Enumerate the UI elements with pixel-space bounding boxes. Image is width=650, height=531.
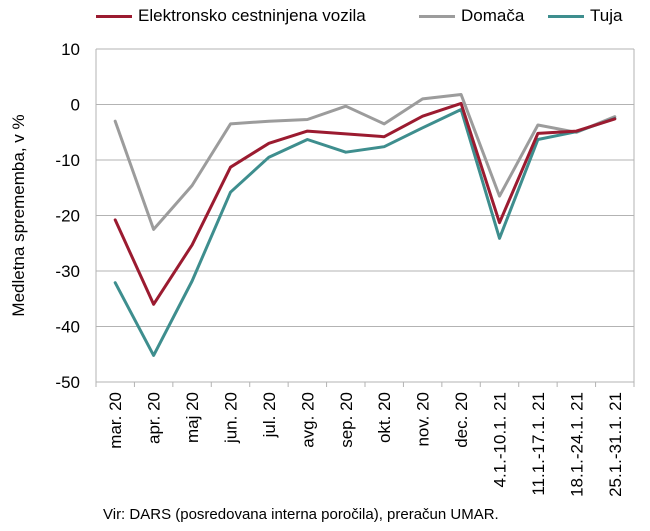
legend-label-domaca: Domača (461, 6, 525, 25)
x-tick-label: jun. 20 (222, 392, 241, 444)
y-tick-label: 10 (61, 40, 80, 59)
legend-swatch-tuja (548, 14, 584, 18)
legend-label-tuja: Tuja (590, 6, 623, 25)
y-tick-label: -10 (55, 151, 80, 170)
series-line-2 (113, 108, 617, 357)
y-axis-title: Medletna sprememba, v % (9, 114, 28, 316)
legend-swatch-domaca (419, 14, 455, 18)
x-tick-label: sep. 20 (337, 392, 356, 448)
y-tick-label: -50 (55, 373, 80, 392)
series-line-0 (113, 101, 617, 306)
source-note: Vir: DARS (posredovana interna poročila)… (103, 506, 499, 523)
x-tick-label: avg. 20 (298, 392, 317, 448)
x-tick-label: nov. 20 (414, 392, 433, 447)
x-tick-label: 25.1.-31.1. 21 (606, 392, 625, 497)
x-tick-label: 18.1.-24.1. 21 (567, 392, 586, 497)
series-line-1 (113, 93, 617, 231)
x-tick-label: 11.1.-17.1. 21 (529, 392, 548, 496)
legend-item-domaca: Domača (419, 4, 524, 28)
x-tick-label: mar. 20 (106, 392, 125, 449)
legend-swatch-elektronsko (96, 14, 132, 18)
x-tick-label: jul. 20 (260, 392, 279, 438)
x-tick-label: maj 20 (183, 392, 202, 443)
legend-item-elektronsko: Elektronsko cestninjena vozila (96, 4, 366, 28)
x-tick-label: apr. 20 (145, 392, 164, 444)
y-tick-label: -40 (55, 318, 80, 337)
legend-label-elektronsko: Elektronsko cestninjena vozila (138, 6, 366, 25)
y-tick-label: -20 (55, 207, 80, 226)
legend-item-tuja: Tuja (548, 4, 622, 28)
x-tick-label: dec. 20 (452, 392, 471, 448)
chart-legend: Elektronsko cestninjena vozila Domača Tu… (0, 4, 650, 28)
x-tick-label: okt. 20 (375, 392, 394, 443)
y-tick-label: -30 (55, 262, 80, 281)
x-tick-label: 4.1.-10.1. 21 (491, 392, 510, 487)
y-tick-label: 0 (71, 96, 80, 115)
